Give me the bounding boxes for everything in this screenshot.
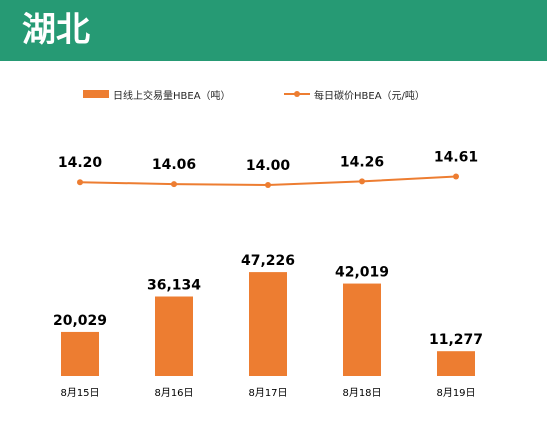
- bar-data-label: 20,029: [53, 313, 107, 329]
- legend-bar-swatch: [83, 90, 109, 98]
- legend-line-swatch: [284, 90, 310, 98]
- bar: [155, 296, 193, 376]
- line-data-label: 14.20: [58, 155, 103, 171]
- bar-data-label: 11,277: [429, 332, 483, 348]
- line-data-label: 14.26: [340, 154, 384, 170]
- line-data-label: 14.00: [246, 158, 291, 174]
- bar: [249, 272, 287, 376]
- x-tick-label: 8月17日: [248, 387, 287, 399]
- x-tick-label: 8月15日: [60, 387, 99, 399]
- bar: [437, 351, 475, 376]
- bar: [61, 331, 99, 376]
- x-tick-label: 8月18日: [342, 387, 381, 399]
- bar-data-label: 42,019: [335, 265, 389, 281]
- x-tick-label: 8月19日: [436, 387, 475, 399]
- line-data-label: 14.06: [152, 157, 196, 173]
- line-point: [171, 181, 177, 188]
- bar-data-label: 36,134: [147, 278, 201, 294]
- legend-item-price: 每日碳价HBEA（元/吨）: [284, 86, 425, 102]
- line-point: [265, 182, 271, 188]
- line-point: [77, 179, 83, 186]
- line-data-label: 14.61: [434, 149, 478, 165]
- bar: [343, 283, 381, 376]
- legend-item-volume: 日线上交易量HBEA（吨）: [83, 86, 231, 102]
- line-point: [453, 173, 459, 180]
- legend-label-price: 每日碳价HBEA（元/吨）: [314, 90, 425, 102]
- header-banner: 湖北: [0, 0, 547, 61]
- legend-label-volume: 日线上交易量HBEA（吨）: [113, 90, 231, 102]
- bar-data-label: 47,226: [241, 253, 295, 269]
- x-tick-label: 8月16日: [154, 387, 193, 399]
- page-title: 湖北: [22, 10, 90, 50]
- line-point: [359, 178, 365, 185]
